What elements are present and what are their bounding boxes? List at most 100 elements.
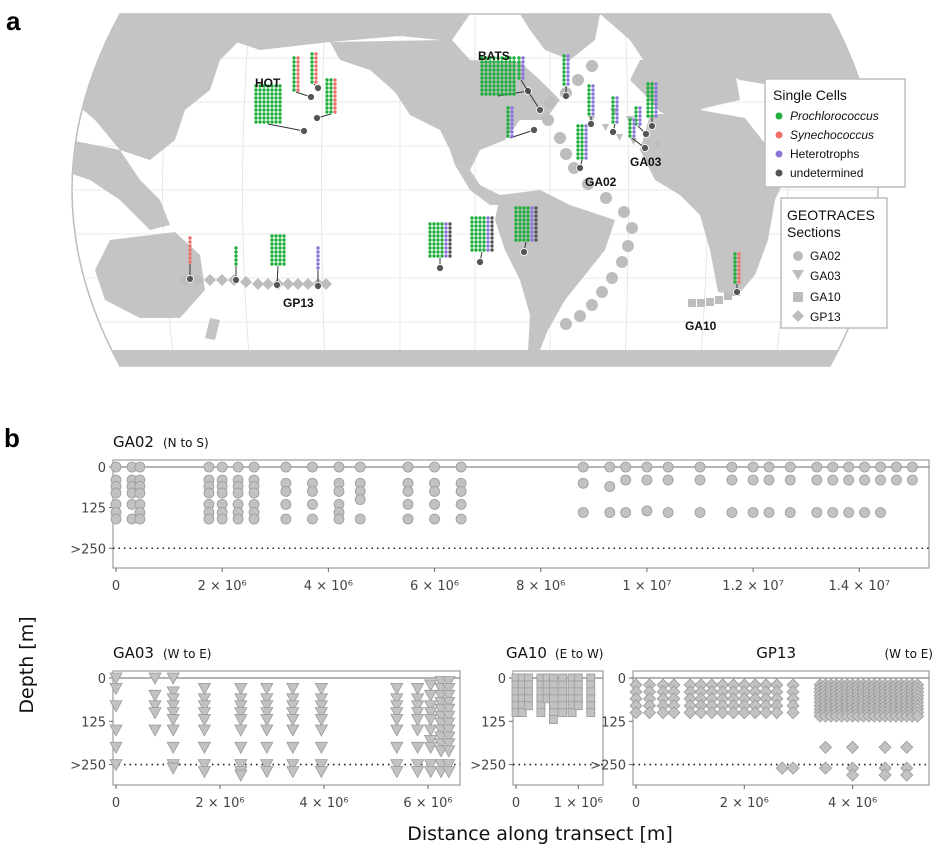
cell-dot <box>310 76 314 80</box>
sample-point-ga03-23 <box>197 700 212 713</box>
cell-dot <box>514 230 518 234</box>
cell-dot <box>566 62 570 66</box>
cell-dot <box>646 82 650 86</box>
cell-dot <box>530 226 534 230</box>
sample-point-ga03-61 <box>314 707 329 720</box>
legend-label-ga10: GA10 <box>810 290 841 304</box>
cell-dot <box>522 226 526 230</box>
cell-dot <box>274 88 278 92</box>
cell-dot <box>486 228 490 232</box>
cell-dot <box>510 126 514 130</box>
x-tick-label-ga02-6: 1.2 × 10⁷ <box>722 579 784 594</box>
cell-dot <box>514 206 518 210</box>
cell-dot <box>490 244 494 248</box>
cell-dot <box>632 122 636 126</box>
cell-dot <box>234 246 238 250</box>
cell-dot <box>615 116 619 120</box>
sample-point-ga03-20 <box>166 762 180 775</box>
cell-dot <box>474 232 478 236</box>
cell-dot <box>310 64 314 68</box>
cell-dot <box>254 84 258 88</box>
cell-dot <box>296 88 300 92</box>
cell-dot <box>508 84 512 88</box>
sample-point-ga02-126 <box>875 461 886 473</box>
sample-point-ga02-95 <box>641 505 653 517</box>
cell-glyph-station-3 <box>313 114 321 122</box>
cell-dot <box>506 122 510 126</box>
sample-point-ga03-67 <box>390 682 404 696</box>
sample-point-ga03-86 <box>423 689 438 703</box>
cell-dot <box>526 222 530 226</box>
cell-dot <box>591 104 595 108</box>
cell-dot <box>480 92 484 96</box>
cell-dot <box>484 72 488 76</box>
cell-dot <box>508 68 512 72</box>
cell-dot <box>478 232 482 236</box>
cell-dot <box>266 104 270 108</box>
cell-dot <box>615 120 619 124</box>
cell-dot <box>492 88 496 92</box>
cell-dot <box>484 92 488 96</box>
cell-dot <box>436 242 440 246</box>
cell-dot <box>274 92 278 96</box>
sample-point-ga02-69 <box>402 461 414 473</box>
cell-dot <box>296 80 300 84</box>
cell-dot <box>518 206 522 210</box>
cell-dot <box>440 234 444 238</box>
cell-dot <box>576 156 580 160</box>
sample-point-ga03-21 <box>197 682 212 696</box>
sample-point-ga03-11 <box>166 672 180 685</box>
cell-dot <box>254 120 258 124</box>
cell-glyph-station-19 <box>273 281 281 289</box>
cell-dot <box>314 80 318 84</box>
cell-dot <box>266 108 270 112</box>
sample-point-ga02-92 <box>620 507 632 518</box>
sample-point-ga03-8 <box>148 700 162 713</box>
legend-sections-title-line1: GEOTRACES <box>787 207 875 223</box>
cell-dot <box>436 250 440 254</box>
cell-dot <box>333 82 337 86</box>
cell-dot <box>480 84 484 88</box>
sample-point-ga03-2 <box>109 700 123 713</box>
cell-glyph-6 <box>562 54 570 100</box>
sample-point-ga03-72 <box>390 724 404 737</box>
sample-point-ga02-58 <box>333 461 345 473</box>
cell-dot <box>329 98 333 102</box>
panel-gp13-direction: (W to E) <box>885 647 934 661</box>
cell-dot <box>314 60 318 64</box>
cell-dot <box>737 264 741 268</box>
y-tick-label-gp13-0: 0 <box>618 672 626 687</box>
cell-dot <box>274 116 278 120</box>
cell-dot <box>274 250 278 254</box>
cell-dot <box>314 76 318 80</box>
cell-dot <box>534 234 538 238</box>
cell-glyph-7 <box>506 106 538 139</box>
cell-dot <box>534 210 538 214</box>
cell-dot <box>325 106 329 110</box>
sample-point-ga02-114 <box>811 461 823 473</box>
cell-dot <box>526 230 530 234</box>
cell-glyph-station-14 <box>436 264 444 272</box>
sample-point-ga03-29 <box>197 766 212 779</box>
cell-dot <box>274 254 278 258</box>
cell-dot <box>274 100 278 104</box>
legend-dot-undetermined <box>775 169 783 177</box>
cell-dot <box>514 238 518 242</box>
cell-glyph-station-1 <box>307 93 315 101</box>
cell-dot <box>496 92 500 96</box>
sample-point-ga03-70 <box>390 707 404 720</box>
cell-dot <box>512 68 516 72</box>
sample-point-ga02-102 <box>726 461 738 473</box>
land-africa <box>640 110 790 295</box>
cell-dot <box>632 134 636 138</box>
sample-point-ga02-115 <box>811 474 823 486</box>
sample-point-ga03-78 <box>410 700 425 713</box>
cell-dot <box>432 238 436 242</box>
cell-dot <box>737 280 741 284</box>
sample-point-ga02-44 <box>248 487 260 499</box>
cell-dot <box>274 104 278 108</box>
cell-dot <box>325 82 329 86</box>
cell-dot <box>510 134 514 138</box>
sample-point-ga02-41 <box>248 461 260 473</box>
cell-dot <box>584 144 588 148</box>
